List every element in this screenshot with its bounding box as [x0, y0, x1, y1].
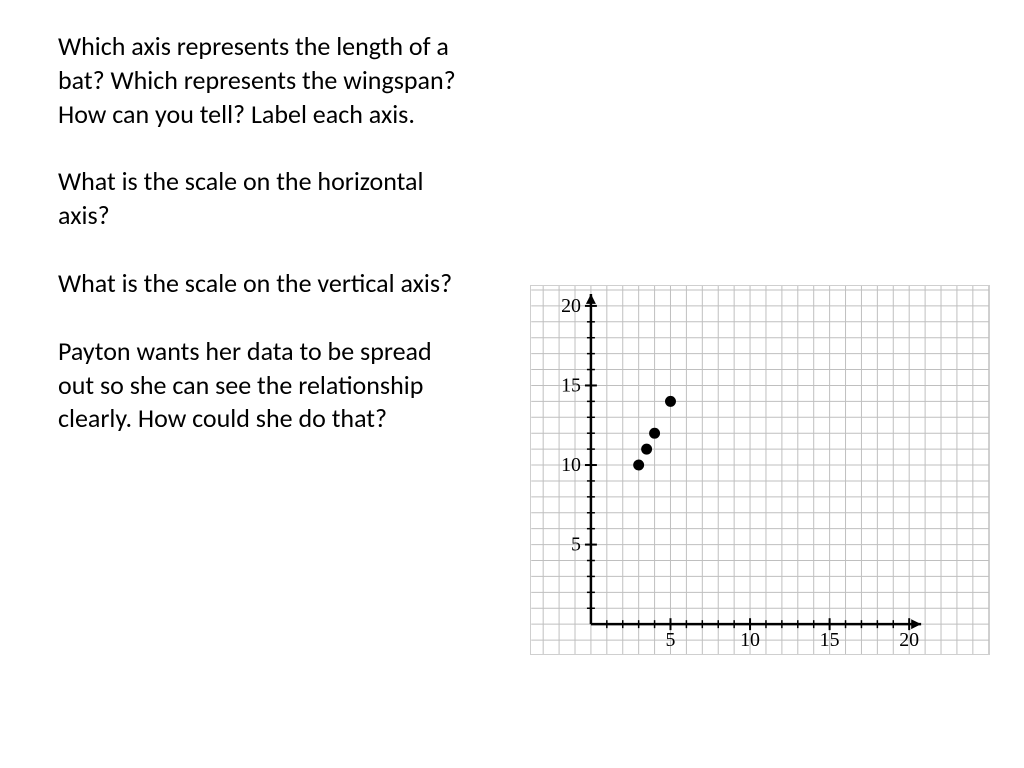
question-2: What is the scale on the horizontal axis…	[58, 165, 458, 233]
svg-text:10: 10	[561, 454, 581, 476]
question-column: Which axis represents the length of a ba…	[58, 30, 458, 470]
svg-text:10: 10	[740, 629, 760, 651]
scatter-chart: 5 10 15 20 5 10 15 20	[530, 285, 990, 655]
svg-text:20: 20	[899, 629, 919, 651]
svg-text:5: 5	[571, 534, 581, 556]
page: Which axis represents the length of a ba…	[0, 0, 1024, 768]
question-3: What is the scale on the vertical axis?	[58, 267, 458, 301]
chart-svg: 5 10 15 20 5 10 15 20	[531, 286, 989, 654]
svg-text:15: 15	[820, 629, 840, 651]
question-4: Payton wants her data to be spread out s…	[58, 335, 458, 436]
svg-text:20: 20	[561, 295, 581, 317]
svg-text:15: 15	[561, 374, 581, 396]
svg-text:5: 5	[666, 629, 676, 651]
question-1: Which axis represents the length of a ba…	[58, 30, 458, 131]
